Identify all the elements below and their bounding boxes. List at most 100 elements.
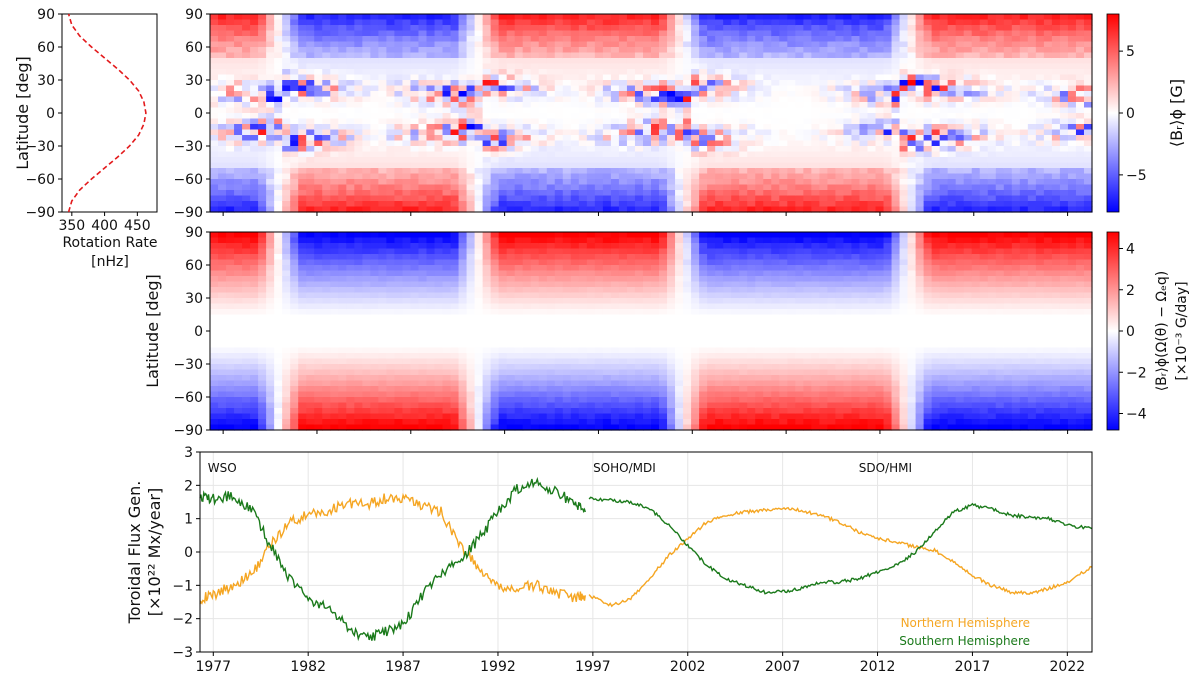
toroidal-heatmap-cell <box>410 254 420 261</box>
br-heatmap-cell <box>362 14 371 21</box>
br-heatmap-cell <box>755 19 764 26</box>
toroidal-heatmap-cell <box>330 331 339 338</box>
br-heatmap-cell <box>570 179 580 186</box>
toroidal-heatmap-cell <box>370 265 379 272</box>
br-heatmap-cell <box>1067 184 1077 191</box>
br-heatmap-cell <box>1035 25 1045 32</box>
br-heatmap-cell <box>995 102 1005 109</box>
br-heatmap-cell <box>883 36 893 43</box>
br-heatmap-cell <box>1011 201 1021 208</box>
toroidal-heatmap-cell <box>258 325 267 332</box>
toroidal-heatmap-cell <box>210 369 219 376</box>
br-heatmap-cell <box>1067 102 1077 109</box>
br-heatmap-cell <box>691 124 700 131</box>
br-heatmap-cell <box>1067 69 1077 76</box>
br-heatmap-cell <box>675 184 684 191</box>
br-heatmap-cell <box>939 124 949 131</box>
br-heatmap-cell <box>506 184 516 191</box>
br-heatmap-cell <box>322 80 331 87</box>
br-heatmap-cell <box>923 47 933 54</box>
br-heatmap-cell <box>915 80 925 87</box>
br-heatmap-cell <box>803 162 812 169</box>
br-heatmap-cell <box>242 146 251 153</box>
br-heatmap-cell <box>250 85 259 92</box>
toroidal-heatmap-cell <box>242 336 251 343</box>
br-heatmap-cell <box>1075 91 1085 98</box>
br-heatmap-cell <box>939 206 949 213</box>
br-heatmap-cell <box>707 96 716 103</box>
br-heatmap-cell <box>819 74 828 81</box>
br-heatmap-cell <box>394 146 404 153</box>
br-heatmap-cell <box>346 184 355 191</box>
br-heatmap-cell <box>626 25 636 32</box>
br-heatmap-cell <box>362 118 371 125</box>
toroidal-heatmap-cell <box>258 413 267 420</box>
br-heatmap-cell <box>787 36 796 43</box>
br-heatmap-cell <box>915 157 925 164</box>
br-heatmap-cell <box>1003 36 1013 43</box>
br-heatmap-cell <box>915 173 925 180</box>
br-heatmap-cell <box>370 168 379 175</box>
br-heatmap-cell <box>418 91 428 98</box>
br-heatmap-cell <box>923 14 933 21</box>
br-heatmap-cell <box>394 201 404 208</box>
br-heatmap-cell <box>474 19 484 26</box>
br-heatmap-cell <box>1019 102 1029 109</box>
br-heatmap-cell <box>226 146 235 153</box>
br-heatmap-cell <box>426 47 436 54</box>
br-heatmap-cell <box>667 184 676 191</box>
br-heatmap-cell <box>410 58 420 65</box>
br-heatmap-cell <box>562 96 572 103</box>
toroidal-heatmap-cell <box>258 397 267 404</box>
br-heatmap-cell <box>995 91 1005 98</box>
br-heatmap-cell <box>699 190 708 197</box>
br-heatmap-cell <box>859 206 869 213</box>
br-heatmap-cell <box>931 129 941 136</box>
br-heatmap-cell <box>747 36 756 43</box>
toroidal-heatmap-cell <box>314 424 323 431</box>
br-heatmap-cell <box>851 151 861 158</box>
toroidal-heatmap-cell <box>290 419 299 426</box>
br-heatmap-cell <box>995 74 1005 81</box>
toroidal-heatmap-cell <box>274 342 283 349</box>
br-heatmap-cell <box>1067 52 1077 59</box>
br-heatmap-cell <box>610 135 620 142</box>
br-heatmap-cell <box>418 118 428 125</box>
br-heatmap-cell <box>931 25 941 32</box>
br-heatmap-cell <box>907 85 917 92</box>
br-heatmap-cell <box>987 206 997 213</box>
toroidal-heatmap-cell <box>322 309 331 316</box>
toroidal-heatmap-cell <box>386 303 396 310</box>
toroidal-heatmap-cell <box>418 292 428 299</box>
br-heatmap-cell <box>474 201 484 208</box>
br-heatmap-cell <box>570 184 580 191</box>
toroidal-heatmap-cell <box>258 265 267 272</box>
br-heatmap-cell <box>931 173 941 180</box>
br-heatmap-cell <box>490 30 500 37</box>
br-heatmap-cell <box>731 69 740 76</box>
br-heatmap-cell <box>370 25 379 32</box>
br-heatmap-cell <box>490 140 500 147</box>
br-heatmap-cell <box>963 91 973 98</box>
br-heatmap-cell <box>699 129 708 136</box>
br-heatmap-cell <box>707 30 716 37</box>
br-heatmap-cell <box>955 157 965 164</box>
br-heatmap-cell <box>298 47 307 54</box>
br-heatmap-cell <box>210 63 219 70</box>
br-heatmap-cell <box>218 162 227 169</box>
toroidal-heatmap-cell <box>298 336 307 343</box>
br-heatmap-cell <box>979 41 989 48</box>
br-heatmap-cell <box>234 190 243 197</box>
br-heatmap-cell <box>1059 107 1069 114</box>
br-heatmap-cell <box>322 52 331 59</box>
br-heatmap-cell <box>586 151 596 158</box>
br-heatmap-cell <box>386 113 396 120</box>
br-heatmap-cell <box>715 157 724 164</box>
toroidal-heatmap-cell <box>234 259 243 266</box>
br-heatmap-cell <box>530 162 540 169</box>
br-heatmap-cell <box>618 85 628 92</box>
br-heatmap-cell <box>618 30 628 37</box>
br-heatmap-cell <box>234 173 243 180</box>
br-heatmap-cell <box>594 135 604 142</box>
br-heatmap-cell <box>659 179 668 186</box>
